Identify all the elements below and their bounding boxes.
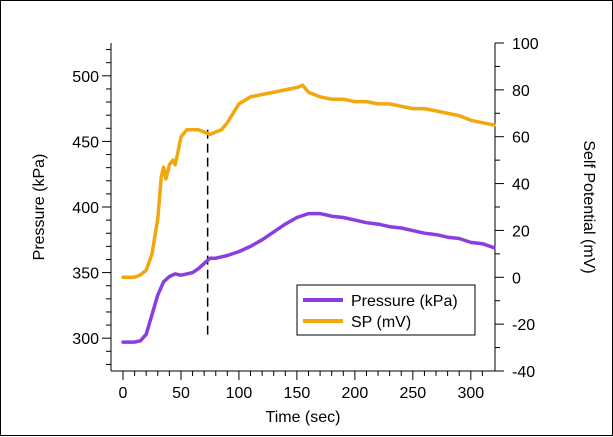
y-left-tick-label: 300 xyxy=(72,331,99,348)
legend-label: Pressure (kPa) xyxy=(351,293,458,310)
y-left-tick-label: 350 xyxy=(72,266,99,283)
legend-label: SP (mV) xyxy=(351,314,411,331)
x-tick-label: 200 xyxy=(342,385,369,402)
x-tick-label: 150 xyxy=(284,385,311,402)
y-left-tick-label: 400 xyxy=(72,200,99,217)
x-tick-label: 50 xyxy=(172,385,190,402)
x-tick-label: 250 xyxy=(399,385,426,402)
series-line-pressure xyxy=(121,211,496,344)
x-tick-label: 100 xyxy=(226,385,253,402)
x-tick-label: 300 xyxy=(457,385,484,402)
y-left-tick-label: 500 xyxy=(72,69,99,86)
series-line-sp xyxy=(121,83,496,280)
y-right-tick-label: 20 xyxy=(512,223,530,240)
y-right-tick-label: 40 xyxy=(512,177,530,194)
series-lines xyxy=(121,83,496,344)
y-right-axis-title: Self Potential (mV) xyxy=(580,140,597,273)
y-left-tick-label: 450 xyxy=(72,134,99,151)
axes: 0 50 100 150 200 250 300 300 350 400 450 500 -40 -20 0… xyxy=(31,36,597,426)
x-tick-label: 0 xyxy=(119,385,128,402)
legend: Pressure (kPa) SP (mV) xyxy=(296,284,476,336)
y-left-axis-title: Pressure (kPa) xyxy=(31,154,48,261)
y-right-tick-label: -40 xyxy=(512,364,535,381)
y-right-tick-label: 100 xyxy=(512,36,539,53)
y-right-tick-label: 60 xyxy=(512,130,530,147)
y-right-tick-label: 80 xyxy=(512,83,530,100)
y-right-tick-label: -20 xyxy=(512,317,535,334)
y-right-tick-label: 0 xyxy=(512,270,521,287)
x-axis-title: Time (sec) xyxy=(266,409,341,426)
legend-box xyxy=(296,284,476,336)
